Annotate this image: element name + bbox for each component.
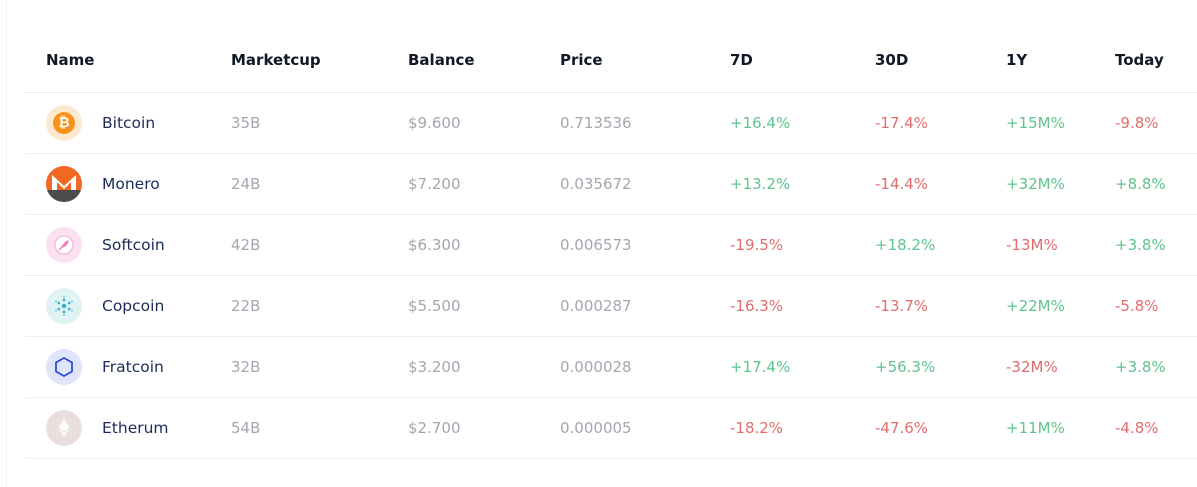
coin-marketcup: 54B (231, 419, 261, 437)
table-row[interactable]: Copcoin 22B $5.500 0.000287 -16.3% -13.7… (25, 276, 1197, 337)
coin-name[interactable]: Etherum (102, 419, 169, 437)
ethereum-icon (46, 410, 82, 446)
table-row[interactable]: Etherum 54B $2.700 0.000005 -18.2% -47.6… (25, 398, 1197, 459)
coin-change-30d: -14.4% (875, 175, 929, 193)
cardano-icon (46, 288, 82, 324)
coin-balance: $5.500 (408, 297, 461, 315)
coin-change-1y: -32M% (1006, 358, 1058, 376)
table-row[interactable]: Softcoin 42B $6.300 0.006573 -19.5% +18.… (25, 215, 1197, 276)
header-balance[interactable]: Balance (408, 51, 475, 69)
coin-change-7d: -19.5% (730, 236, 784, 254)
coin-change-30d: +56.3% (875, 358, 936, 376)
coin-price: 0.000028 (560, 358, 632, 376)
coin-name[interactable]: Bitcoin (102, 114, 156, 132)
table-row[interactable]: Fratcoin 32B $3.200 0.000028 +17.4% +56.… (25, 337, 1197, 398)
table-header: Name Marketcup Balance Price 7D 30D 1Y T… (25, 32, 1197, 93)
coin-name[interactable]: Softcoin (102, 236, 165, 254)
monero-icon (46, 166, 82, 202)
table-row[interactable]: Monero 24B $7.200 0.035672 +13.2% -14.4%… (25, 154, 1197, 215)
coin-change-1y: +15M% (1006, 114, 1065, 132)
coin-price: 0.000005 (560, 419, 632, 437)
coin-name[interactable]: Monero (102, 175, 160, 193)
header-1y[interactable]: 1Y (1006, 51, 1028, 69)
crypto-table-card: Name Marketcup Balance Price 7D 30D 1Y T… (6, 0, 1197, 487)
coin-marketcup: 35B (231, 114, 261, 132)
coin-change-today: +3.8% (1115, 236, 1166, 254)
coin-price: 0.713536 (560, 114, 632, 132)
coin-price: 0.000287 (560, 297, 632, 315)
coin-change-7d: -18.2% (730, 419, 784, 437)
coin-change-today: +3.8% (1115, 358, 1166, 376)
header-30d[interactable]: 30D (875, 51, 909, 69)
header-today[interactable]: Today (1115, 51, 1164, 69)
coin-change-1y: +32M% (1006, 175, 1065, 193)
coin-marketcup: 22B (231, 297, 261, 315)
coin-change-1y: +22M% (1006, 297, 1065, 315)
coin-marketcup: 32B (231, 358, 261, 376)
coin-change-30d: +18.2% (875, 236, 936, 254)
coin-change-today: -4.8% (1115, 419, 1159, 437)
coin-change-30d: -47.6% (875, 419, 929, 437)
bitcoin-icon: ₿ (46, 105, 82, 141)
coin-price: 0.006573 (560, 236, 632, 254)
coin-name[interactable]: Copcoin (102, 297, 165, 315)
coin-change-today: -9.8% (1115, 114, 1159, 132)
coin-change-7d: +13.2% (730, 175, 791, 193)
hexagon-icon (46, 349, 82, 385)
coin-balance: $3.200 (408, 358, 461, 376)
coin-change-today: +8.8% (1115, 175, 1166, 193)
coin-balance: $2.700 (408, 419, 461, 437)
coin-change-1y: +11M% (1006, 419, 1065, 437)
coin-change-today: -5.8% (1115, 297, 1159, 315)
coin-change-7d: +16.4% (730, 114, 791, 132)
coin-marketcup: 24B (231, 175, 261, 193)
coin-change-7d: -16.3% (730, 297, 784, 315)
header-price[interactable]: Price (560, 51, 603, 69)
coin-marketcup: 42B (231, 236, 261, 254)
coin-name[interactable]: Fratcoin (102, 358, 164, 376)
coin-change-30d: -13.7% (875, 297, 929, 315)
feather-icon (46, 227, 82, 263)
header-marketcup[interactable]: Marketcup (231, 51, 321, 69)
crypto-table: Name Marketcup Balance Price 7D 30D 1Y T… (25, 32, 1197, 459)
coin-balance: $7.200 (408, 175, 461, 193)
table-row[interactable]: ₿ Bitcoin 35B $9.600 0.713536 +16.4% -17… (25, 93, 1197, 154)
coin-price: 0.035672 (560, 175, 632, 193)
coin-balance: $6.300 (408, 236, 461, 254)
header-7d[interactable]: 7D (730, 51, 753, 69)
coin-change-30d: -17.4% (875, 114, 929, 132)
coin-balance: $9.600 (408, 114, 461, 132)
header-name[interactable]: Name (46, 51, 95, 69)
coin-change-7d: +17.4% (730, 358, 791, 376)
coin-change-1y: -13M% (1006, 236, 1058, 254)
